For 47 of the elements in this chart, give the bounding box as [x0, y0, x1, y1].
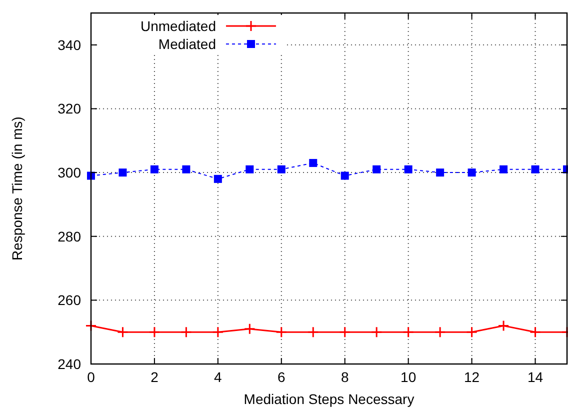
point: [246, 165, 254, 174]
y-axis-title: Response Time (in ms): [9, 116, 25, 260]
y-tick-label: 280: [58, 228, 82, 244]
point: [339, 326, 351, 338]
point: [531, 165, 540, 174]
y-tick-label: 300: [58, 164, 82, 181]
y-tick-label: 240: [58, 356, 82, 372]
x-axis-title: Mediation Steps Necessary: [244, 391, 414, 407]
point: [116, 326, 128, 338]
point: [498, 320, 510, 332]
point: [244, 323, 256, 335]
y-tick-label: 340: [58, 36, 82, 53]
y-tick-label: 260: [58, 292, 82, 308]
point: [434, 326, 446, 338]
point: [370, 326, 382, 338]
x-tick-label: 2: [150, 369, 159, 385]
point: [150, 165, 158, 174]
point: [436, 168, 444, 177]
point: [182, 165, 190, 174]
point: [180, 326, 192, 338]
point: [307, 326, 319, 338]
point: [214, 174, 222, 183]
point: [277, 165, 286, 174]
point: [340, 172, 349, 180]
point: [466, 326, 478, 338]
legend-label: Unmediated: [140, 18, 216, 34]
x-tick-label: 4: [214, 369, 222, 385]
x-tick-label: 8: [340, 369, 349, 385]
point: [402, 326, 414, 338]
point: [148, 326, 160, 338]
point: [276, 326, 288, 338]
point: [85, 320, 97, 332]
legend-label: Mediated: [158, 36, 216, 52]
point: [404, 165, 412, 174]
x-tick-label: 0: [87, 369, 96, 385]
x-tick-label: 10: [400, 369, 416, 385]
point: [530, 326, 542, 338]
point: [309, 158, 318, 167]
point: [468, 168, 476, 177]
y-tick-label: 320: [58, 100, 82, 117]
point: [500, 165, 508, 174]
x-tick-label: 12: [464, 369, 480, 385]
point: [118, 168, 127, 177]
point: [212, 326, 224, 338]
x-tick-label: 14: [527, 369, 544, 385]
point: [372, 165, 381, 174]
x-tick-label: 6: [278, 369, 286, 385]
